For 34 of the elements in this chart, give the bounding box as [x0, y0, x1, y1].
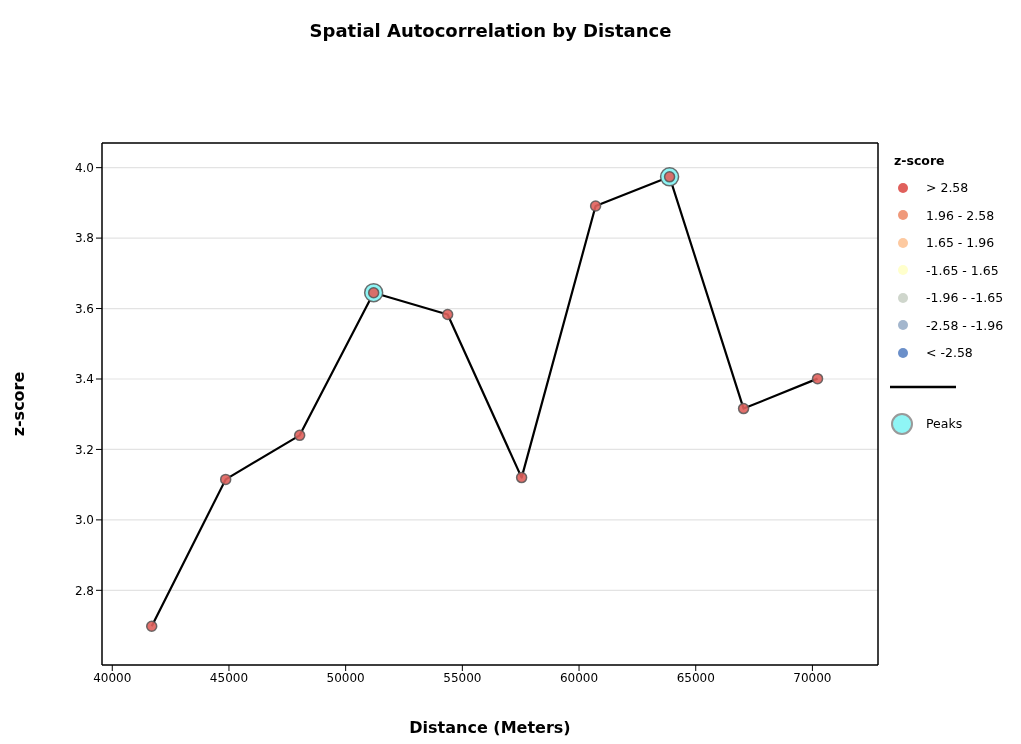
chart-title: Spatial Autocorrelation by Distance — [308, 20, 673, 41]
legend-label: < -2.58 — [926, 345, 973, 361]
legend-label: > 2.58 — [926, 180, 969, 196]
x-tick-label: 40000 — [93, 670, 132, 685]
y-tick-label: 3.4 — [74, 372, 94, 387]
point — [145, 620, 158, 633]
x-tick-label: 45000 — [209, 670, 249, 685]
x-tick-label: 65000 — [676, 670, 715, 685]
y-tick-label: 3.6 — [74, 301, 94, 316]
y-tick-label: 3.0 — [74, 513, 94, 528]
y-tick-label: 3.2 — [74, 442, 94, 457]
point — [293, 429, 306, 442]
point — [811, 372, 824, 385]
x-tick-label: 70000 — [793, 670, 832, 685]
legend-label: 1.65 - 1.96 — [926, 235, 995, 251]
point — [441, 308, 454, 321]
legend-label: Peaks — [926, 416, 963, 431]
legend-title: z-score — [894, 153, 946, 168]
x-axis-title: Distance (Meters) — [409, 718, 571, 737]
point — [515, 471, 528, 484]
x-tick-label: 50000 — [326, 670, 365, 685]
x-tick-label: 55000 — [443, 670, 482, 685]
point — [589, 200, 602, 212]
x-tick-label: 60000 — [559, 670, 599, 685]
point — [219, 473, 232, 486]
point — [737, 402, 750, 415]
y-tick-label: 4.0 — [74, 160, 94, 175]
y-tick-label: 3.8 — [74, 231, 94, 246]
legend-label: -1.65 - 1.65 — [926, 262, 999, 278]
legend-label: -2.58 - -1.96 — [926, 317, 1004, 333]
legend-label: 1.96 - 2.58 — [926, 207, 995, 223]
legend-label: -1.96 - -1.65 — [926, 290, 1004, 306]
y-axis-title: z-score — [8, 371, 28, 437]
y-tick-label: 2.8 — [74, 583, 94, 598]
